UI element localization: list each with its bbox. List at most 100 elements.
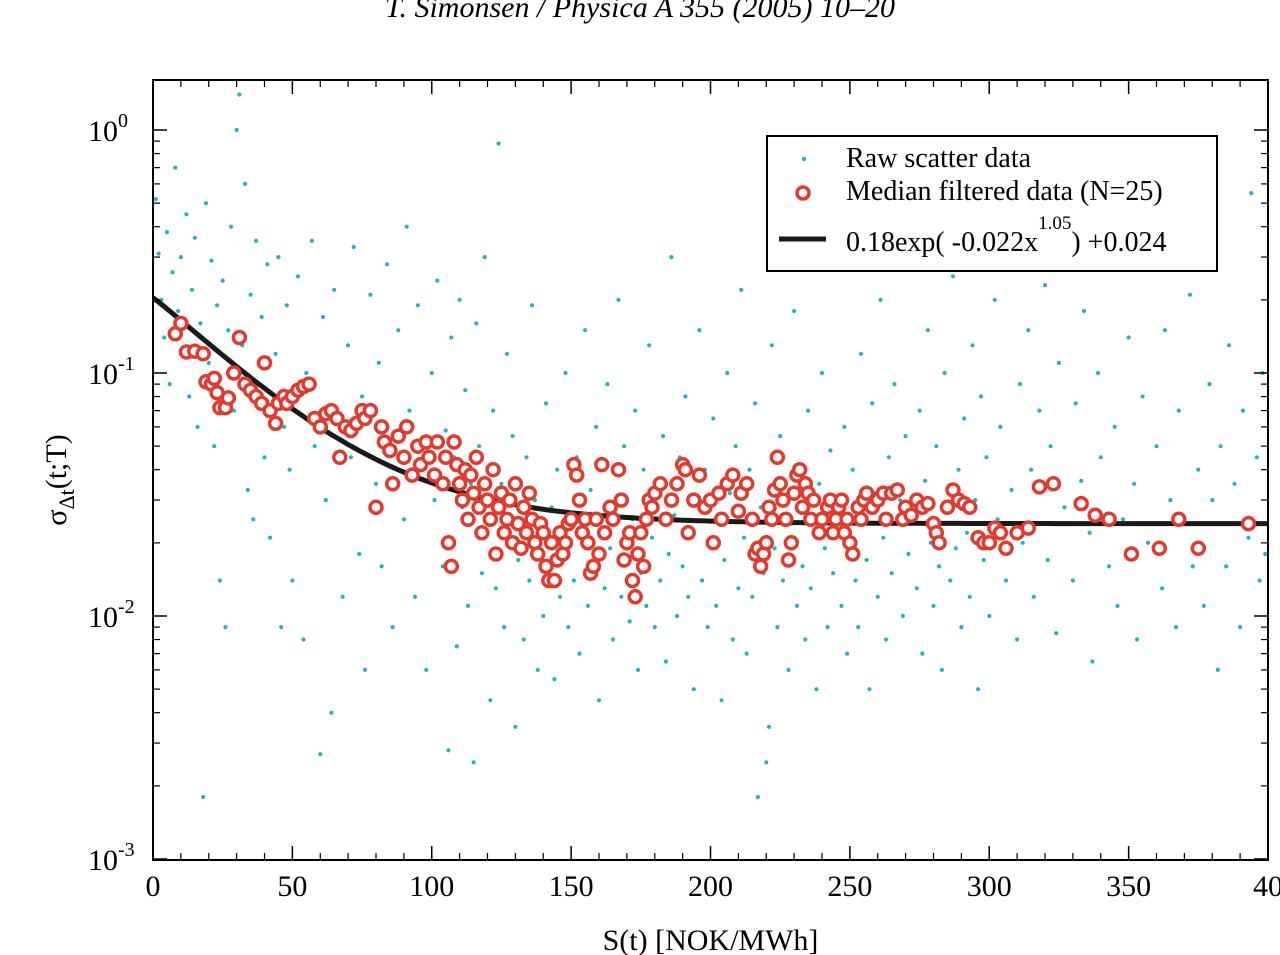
raw-data-point [268, 535, 273, 540]
raw-data-point [203, 201, 209, 206]
median-data-point [939, 499, 956, 516]
raw-data-point [741, 535, 747, 540]
raw-data-point [474, 321, 479, 326]
raw-data-point [956, 467, 961, 472]
raw-data-point [939, 667, 945, 673]
raw-data-point [772, 546, 777, 551]
x-tick-label: 350 [1106, 870, 1151, 903]
raw-data-point [842, 424, 847, 429]
median-data-point [1101, 511, 1117, 528]
raw-data-point [878, 297, 883, 302]
raw-data-point [516, 557, 521, 563]
median-data-point [460, 511, 476, 528]
raw-data-point [672, 513, 677, 518]
y-tick-label-base: 10 [88, 844, 118, 877]
median-data-point [903, 507, 919, 523]
raw-data-point [287, 467, 292, 472]
raw-data-point [479, 571, 484, 576]
median-data-point [332, 449, 348, 466]
raw-data-point [443, 428, 448, 433]
raw-data-point [435, 278, 440, 283]
raw-data-point [711, 416, 716, 421]
y-tick-label-exponent: 0 [118, 110, 128, 132]
raw-data-point [856, 625, 861, 630]
raw-data-point [992, 297, 997, 302]
y-tick-label-exponent: -1 [118, 353, 135, 375]
raw-data-point [1003, 578, 1009, 583]
raw-data-point [850, 467, 855, 472]
raw-data-point [248, 292, 253, 297]
median-data-point [529, 546, 546, 562]
median-data-point [627, 589, 643, 605]
running-head: T. Simonsen / Physica A 355 (2005) 10–20 [385, 0, 895, 24]
median-data-point [998, 540, 1014, 557]
raw-data-point [733, 444, 738, 449]
raw-data-point [950, 274, 956, 279]
raw-data-point [173, 165, 178, 170]
y-axis-label-subscript: Δt [54, 489, 79, 509]
median-data-point [814, 511, 830, 528]
median-data-point [301, 376, 317, 392]
raw-data-point [1095, 370, 1101, 376]
raw-data-point [368, 292, 373, 297]
raw-data-point [978, 394, 984, 399]
raw-data-point [362, 667, 367, 673]
median-data-point [454, 492, 471, 508]
median-data-point [889, 482, 906, 498]
raw-data-point [206, 360, 211, 365]
median-data-point [711, 485, 727, 501]
raw-data-point [875, 594, 880, 599]
raw-data-point [259, 314, 264, 320]
median-data-point [844, 546, 861, 562]
raw-data-point [1132, 481, 1137, 486]
median-data-point [791, 461, 808, 478]
raw-data-point [541, 613, 546, 619]
raw-data-point [622, 444, 627, 449]
raw-data-point [543, 401, 549, 406]
median-data-point [638, 511, 655, 528]
raw-data-point [903, 434, 908, 439]
raw-data-point [647, 343, 652, 348]
raw-data-point [808, 586, 813, 591]
raw-data-point [663, 659, 669, 664]
legend-median-label: Median filtered data (N=25) [846, 176, 1163, 207]
raw-data-point [619, 594, 624, 599]
raw-data-point [1120, 517, 1126, 522]
raw-data-point [870, 401, 875, 406]
raw-data-point [424, 667, 429, 673]
raw-data-point [867, 687, 872, 692]
median-data-point [920, 495, 936, 512]
raw-data-point [683, 394, 688, 399]
median-filtered-layer [167, 315, 1257, 605]
median-data-point [761, 499, 777, 516]
raw-data-point [521, 637, 526, 642]
raw-data-point [563, 370, 568, 376]
median-data-point [521, 485, 538, 501]
raw-data-point [923, 478, 928, 483]
median-data-point [396, 449, 412, 466]
raw-data-point [1056, 360, 1061, 365]
raw-data-point [627, 619, 632, 624]
median-data-point [426, 467, 443, 483]
raw-data-point [884, 637, 889, 642]
raw-data-point [229, 224, 234, 229]
median-data-point [518, 525, 535, 541]
median-data-point [557, 535, 574, 551]
raw-data-point [658, 578, 663, 583]
median-data-point [769, 449, 786, 466]
median-data-point [226, 365, 242, 381]
raw-data-point [976, 687, 981, 692]
raw-data-point [953, 546, 958, 551]
median-data-point [772, 476, 788, 492]
raw-data-point [491, 408, 496, 413]
raw-data-point [1031, 594, 1036, 599]
raw-data-point [605, 382, 610, 387]
median-data-point [267, 415, 284, 432]
y-tick-label-base: 10 [88, 358, 118, 391]
x-tick-label: 250 [827, 870, 872, 903]
y-axis-label-base: σ [40, 510, 73, 526]
median-data-point [961, 499, 978, 516]
raw-data-point [312, 444, 317, 449]
raw-data-point [488, 698, 493, 703]
raw-data-point [245, 487, 250, 493]
